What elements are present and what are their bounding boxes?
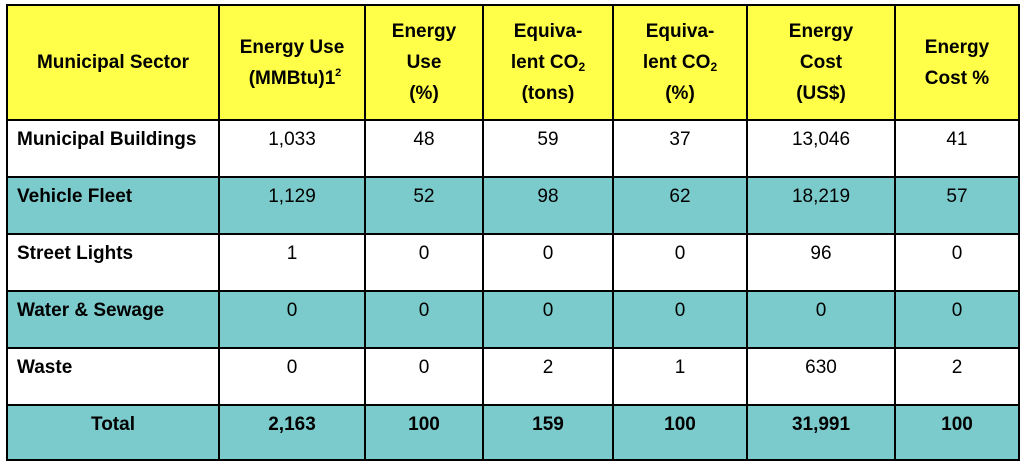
sector-cell: Municipal Buildings — [6, 119, 220, 178]
header-co2-tons: Equiva- lent CO2 (tons) — [482, 4, 614, 121]
cost-cell: 0 — [746, 290, 896, 349]
sector-cell: Water & Sewage — [6, 290, 220, 349]
table-row: Municipal Buildings 1,033 48 59 37 13,04… — [6, 119, 1020, 178]
energy-use-cell: 1 — [218, 233, 366, 292]
header-municipal-sector: Municipal Sector — [6, 4, 220, 121]
co2-tons-cell: 2 — [482, 347, 614, 406]
header-row: Municipal Sector Energy Use (MMBtu)1 2 En… — [6, 4, 1020, 121]
co2-tons-cell: 98 — [482, 176, 614, 235]
cost-cell: 18,219 — [746, 176, 896, 235]
sector-cell: Vehicle Fleet — [6, 176, 220, 235]
table-row: Waste 0 0 2 1 630 2 — [6, 347, 1020, 406]
total-co2-tons: 159 — [482, 404, 614, 461]
co2-pct-cell: 62 — [612, 176, 748, 235]
energy-pct-cell: 0 — [364, 347, 484, 406]
cost-pct-cell: 41 — [894, 119, 1020, 178]
co2-pct-cell: 1 — [612, 347, 748, 406]
header-energy-use-pct: Energy Use (%) — [364, 4, 484, 121]
sector-cell: Waste — [6, 347, 220, 406]
header-co2-pct: Equiva- lent CO2 (%) — [612, 4, 748, 121]
co2-pct-cell: 0 — [612, 233, 748, 292]
table-row: Street Lights 1 0 0 0 96 0 — [6, 233, 1020, 292]
header-energy-cost-pct: Energy Cost % — [894, 4, 1020, 121]
energy-use-cell: 0 — [218, 347, 366, 406]
total-row: Total 2,163 100 159 100 31,991 100 — [6, 404, 1020, 461]
cost-cell: 96 — [746, 233, 896, 292]
total-label: Total — [6, 404, 220, 461]
co2-tons-cell: 0 — [482, 290, 614, 349]
co2-tons-cell: 59 — [482, 119, 614, 178]
energy-pct-cell: 0 — [364, 233, 484, 292]
total-energy-pct: 100 — [364, 404, 484, 461]
cost-pct-cell: 0 — [894, 233, 1020, 292]
co2-pct-cell: 37 — [612, 119, 748, 178]
co2-pct-cell: 0 — [612, 290, 748, 349]
total-co2-pct: 100 — [612, 404, 748, 461]
total-cost: 31,991 — [746, 404, 896, 461]
cost-pct-cell: 57 — [894, 176, 1020, 235]
total-cost-pct: 100 — [894, 404, 1020, 461]
table-row: Water & Sewage 0 0 0 0 0 0 — [6, 290, 1020, 349]
energy-use-cell: 1,129 — [218, 176, 366, 235]
cost-cell: 630 — [746, 347, 896, 406]
sector-cell: Street Lights — [6, 233, 220, 292]
energy-table: Municipal Sector Energy Use (MMBtu)1 2 En… — [6, 4, 1020, 461]
energy-pct-cell: 0 — [364, 290, 484, 349]
cost-cell: 13,046 — [746, 119, 896, 178]
co2-tons-cell: 0 — [482, 233, 614, 292]
cost-pct-cell: 0 — [894, 290, 1020, 349]
table-row: Vehicle Fleet 1,129 52 98 62 18,219 57 — [6, 176, 1020, 235]
energy-pct-cell: 48 — [364, 119, 484, 178]
header-energy-use-mmbtu: Energy Use (MMBtu)1 2 — [218, 4, 366, 121]
energy-use-cell: 0 — [218, 290, 366, 349]
energy-use-cell: 1,033 — [218, 119, 366, 178]
cost-pct-cell: 2 — [894, 347, 1020, 406]
total-energy-use: 2,163 — [218, 404, 366, 461]
energy-pct-cell: 52 — [364, 176, 484, 235]
header-energy-cost-usd: Energy Cost (US$) — [746, 4, 896, 121]
